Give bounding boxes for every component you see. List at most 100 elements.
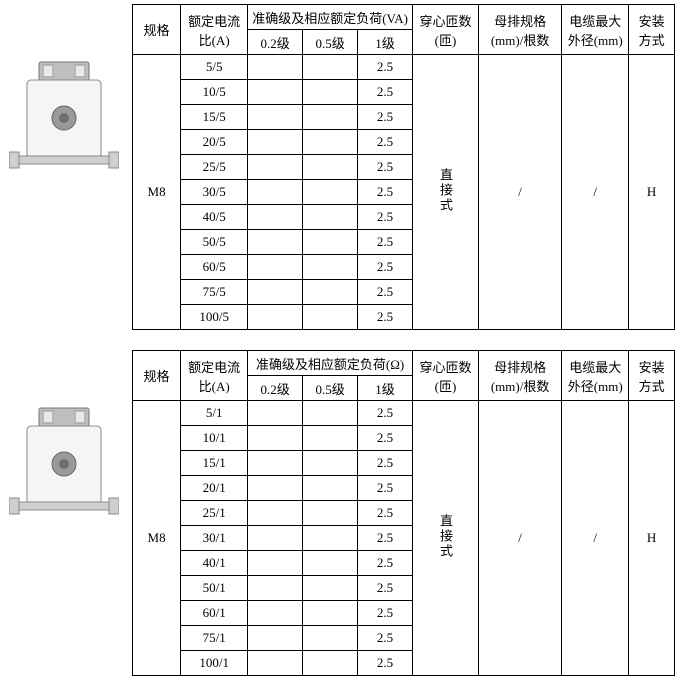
th-ratio: 额定电流比(A) xyxy=(181,5,248,55)
cell-ratio: 100/5 xyxy=(181,305,248,330)
cell-accuracy xyxy=(248,601,303,626)
cell-accuracy xyxy=(303,230,358,255)
cell-accuracy: 2.5 xyxy=(358,80,413,105)
cell-ratio: 30/5 xyxy=(181,180,248,205)
cell-accuracy xyxy=(303,205,358,230)
cell-accuracy xyxy=(303,576,358,601)
cell-turns: 直接式 xyxy=(412,401,478,676)
cell-ratio: 50/5 xyxy=(181,230,248,255)
cell-accuracy xyxy=(248,576,303,601)
cell-accuracy xyxy=(248,426,303,451)
cell-accuracy xyxy=(248,105,303,130)
cell-accuracy xyxy=(303,255,358,280)
th-accuracy-group: 准确级及相应额定负荷(VA) xyxy=(248,5,413,30)
spec-table-1: 规格 额定电流比(A) 准确级及相应额定负荷(VA) 穿心匝数(匝) 母排规格(… xyxy=(132,4,675,330)
cell-accuracy: 2.5 xyxy=(358,55,413,80)
cell-accuracy xyxy=(303,305,358,330)
cell-cable: / xyxy=(562,55,629,330)
table-row: M85/12.5直接式//H xyxy=(133,401,675,426)
cell-ratio: 100/1 xyxy=(181,651,248,676)
cell-accuracy: 2.5 xyxy=(358,476,413,501)
cell-accuracy: 2.5 xyxy=(358,626,413,651)
product-image-1 xyxy=(4,4,124,186)
cell-accuracy xyxy=(303,601,358,626)
cell-accuracy xyxy=(248,401,303,426)
cell-spec: M8 xyxy=(133,55,181,330)
cell-ratio: 10/5 xyxy=(181,80,248,105)
cell-ratio: 30/1 xyxy=(181,526,248,551)
th-acc-1: 1级 xyxy=(358,376,413,401)
cell-ratio: 25/5 xyxy=(181,155,248,180)
cell-accuracy xyxy=(248,205,303,230)
th-acc-02: 0.2级 xyxy=(248,30,303,55)
cell-accuracy xyxy=(303,651,358,676)
cell-accuracy xyxy=(303,180,358,205)
th-spec: 规格 xyxy=(133,351,181,401)
cell-accuracy xyxy=(248,280,303,305)
th-mount: 安装方式 xyxy=(629,351,675,401)
th-cable: 电缆最大外径(mm) xyxy=(562,5,629,55)
cell-ratio: 50/1 xyxy=(181,576,248,601)
th-turns: 穿心匝数(匝) xyxy=(412,351,478,401)
product-image-2 xyxy=(4,350,124,532)
th-accuracy-group: 准确级及相应额定负荷(Ω) xyxy=(248,351,413,376)
cell-accuracy xyxy=(303,426,358,451)
cell-accuracy xyxy=(248,80,303,105)
cell-accuracy xyxy=(248,501,303,526)
cell-ratio: 5/1 xyxy=(181,401,248,426)
th-mount: 安装方式 xyxy=(629,5,675,55)
cell-accuracy: 2.5 xyxy=(358,451,413,476)
th-cable: 电缆最大外径(mm) xyxy=(562,351,629,401)
cell-mount: H xyxy=(629,55,675,330)
cell-accuracy: 2.5 xyxy=(358,576,413,601)
th-acc-02: 0.2级 xyxy=(248,376,303,401)
cell-accuracy xyxy=(248,626,303,651)
cell-accuracy xyxy=(248,451,303,476)
cell-accuracy xyxy=(248,551,303,576)
th-acc-05: 0.5级 xyxy=(303,376,358,401)
cell-accuracy: 2.5 xyxy=(358,651,413,676)
cell-accuracy xyxy=(303,280,358,305)
cell-ratio: 20/1 xyxy=(181,476,248,501)
cell-accuracy xyxy=(303,451,358,476)
cell-cable: / xyxy=(562,401,629,676)
cell-accuracy: 2.5 xyxy=(358,551,413,576)
cell-ratio: 20/5 xyxy=(181,130,248,155)
cell-accuracy xyxy=(303,105,358,130)
cell-ratio: 5/5 xyxy=(181,55,248,80)
cell-ratio: 15/5 xyxy=(181,105,248,130)
cell-accuracy: 2.5 xyxy=(358,155,413,180)
cell-turns: 直接式 xyxy=(412,55,478,330)
th-busbar: 母排规格(mm)/根数 xyxy=(478,5,561,55)
th-acc-1: 1级 xyxy=(358,30,413,55)
cell-accuracy xyxy=(248,130,303,155)
cell-accuracy xyxy=(248,526,303,551)
cell-mount: H xyxy=(629,401,675,676)
cell-accuracy xyxy=(303,80,358,105)
cell-accuracy: 2.5 xyxy=(358,305,413,330)
cell-ratio: 60/5 xyxy=(181,255,248,280)
cell-accuracy: 2.5 xyxy=(358,501,413,526)
cell-accuracy: 2.5 xyxy=(358,230,413,255)
th-spec: 规格 xyxy=(133,5,181,55)
table-row: M85/52.5直接式//H xyxy=(133,55,675,80)
cell-ratio: 10/1 xyxy=(181,426,248,451)
cell-accuracy: 2.5 xyxy=(358,401,413,426)
cell-accuracy xyxy=(303,476,358,501)
cell-spec: M8 xyxy=(133,401,181,676)
device-icon xyxy=(9,56,119,186)
cell-ratio: 25/1 xyxy=(181,501,248,526)
cell-accuracy xyxy=(303,526,358,551)
cell-accuracy xyxy=(248,476,303,501)
cell-accuracy: 2.5 xyxy=(358,130,413,155)
cell-ratio: 75/1 xyxy=(181,626,248,651)
cell-accuracy xyxy=(303,155,358,180)
cell-accuracy: 2.5 xyxy=(358,105,413,130)
cell-accuracy xyxy=(248,651,303,676)
th-turns: 穿心匝数(匝) xyxy=(412,5,478,55)
cell-accuracy: 2.5 xyxy=(358,280,413,305)
spec-table-2: 规格 额定电流比(A) 准确级及相应额定负荷(Ω) 穿心匝数(匝) 母排规格(m… xyxy=(132,350,675,676)
cell-accuracy xyxy=(303,130,358,155)
cell-ratio: 40/1 xyxy=(181,551,248,576)
cell-accuracy xyxy=(303,401,358,426)
